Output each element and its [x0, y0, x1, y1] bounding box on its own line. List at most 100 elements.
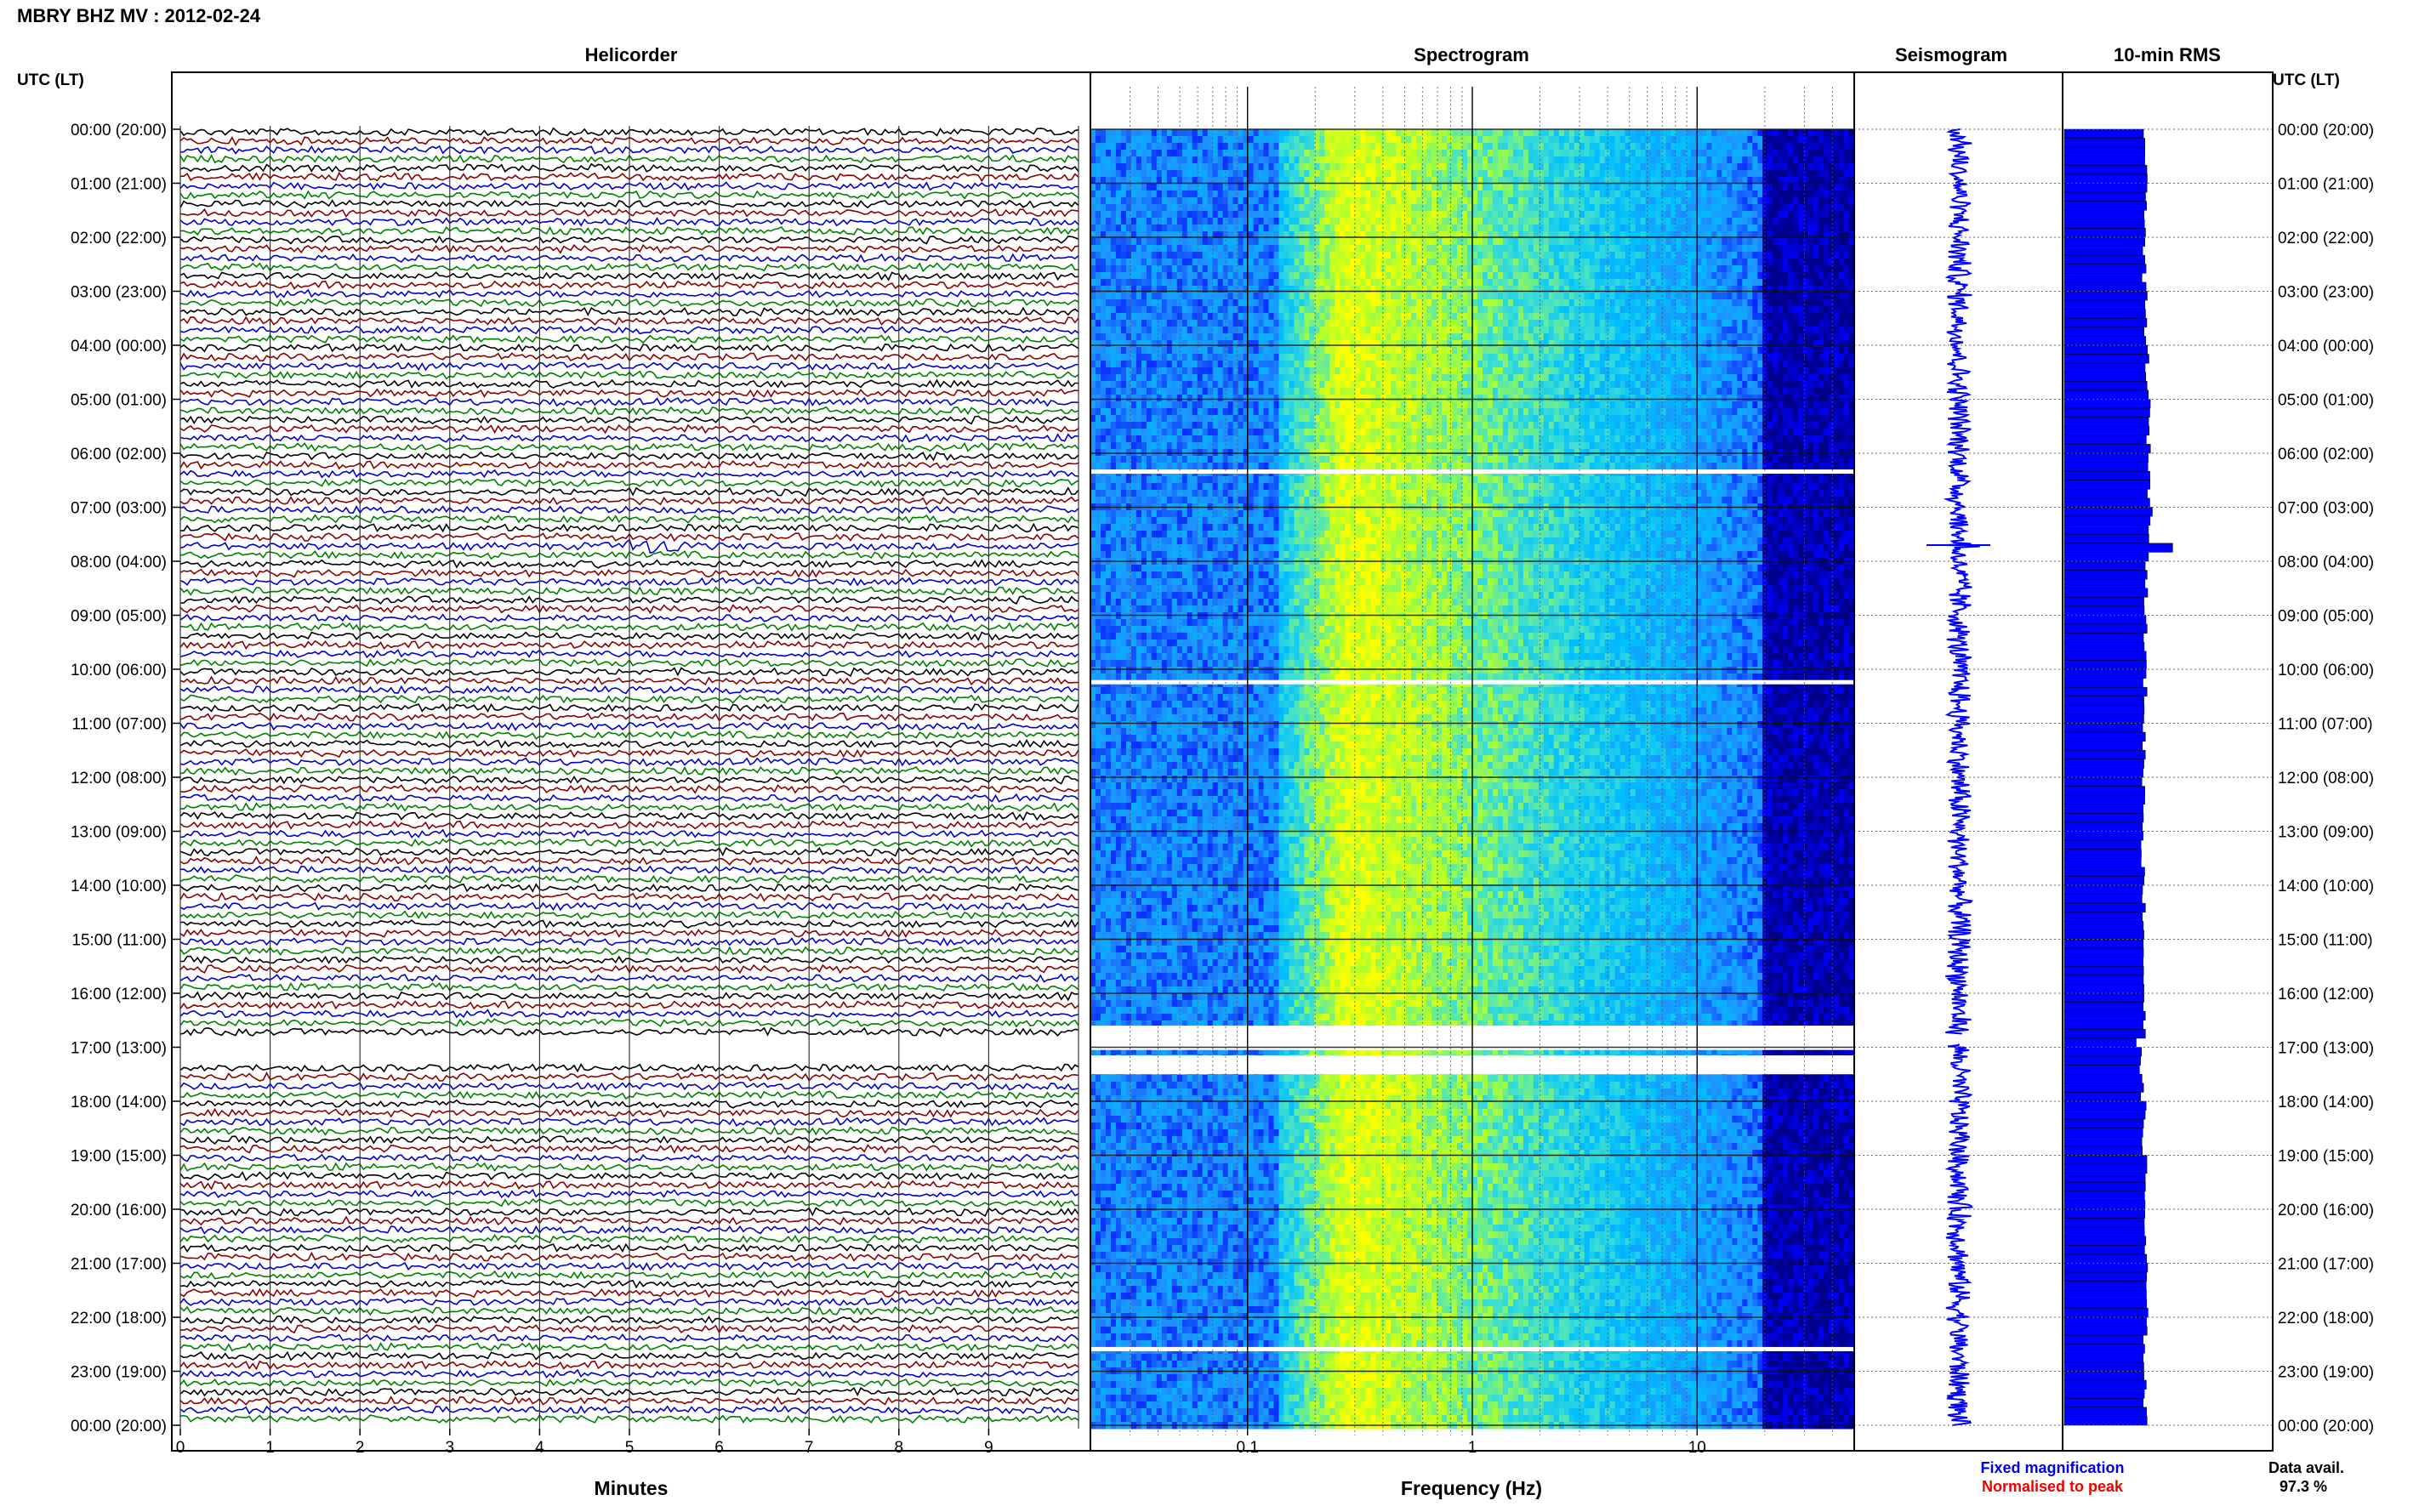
- spectrogram-cell: [1564, 136, 1570, 144]
- spectrogram-cell: [1462, 306, 1468, 314]
- spectrogram-cell: [1544, 156, 1550, 164]
- spectrogram-cell: [1631, 320, 1636, 327]
- spectrogram-cell: [1426, 327, 1432, 334]
- spectrogram-cell: [1564, 286, 1570, 293]
- spectrogram-cell: [1259, 265, 1265, 273]
- spectrogram-cell: [1656, 320, 1662, 327]
- spectrogram-cell: [1295, 333, 1301, 341]
- spectrogram-cell: [1834, 129, 1840, 137]
- spectrogram-cell: [1778, 252, 1784, 259]
- spectrogram-cell: [1590, 184, 1596, 191]
- spectrogram-cell: [1636, 313, 1642, 321]
- spectrogram-cell: [1192, 218, 1198, 225]
- spectrogram-cell: [1549, 340, 1555, 348]
- spectrogram-cell: [1452, 225, 1458, 232]
- spectrogram-cell: [1844, 184, 1850, 191]
- spectrogram-cell: [1101, 184, 1107, 191]
- spectrogram-cell: [1147, 320, 1153, 327]
- spectrogram-cell: [1539, 150, 1545, 157]
- spectrogram-cell: [1844, 293, 1850, 300]
- spectrogram-cell: [1452, 156, 1458, 164]
- spectrogram-cell: [1651, 279, 1657, 287]
- spectrogram-cell: [1111, 204, 1117, 212]
- spectrogram-cell: [1324, 156, 1330, 164]
- spectrogram-cell: [1711, 163, 1717, 171]
- spectrogram-cell: [1620, 197, 1626, 205]
- spectrogram-cell: [1742, 259, 1748, 266]
- spectrogram-cell: [1819, 129, 1824, 137]
- spectrogram-cell: [1483, 163, 1488, 171]
- spectrogram-cell: [1182, 313, 1188, 321]
- spectrogram-cell: [1329, 299, 1335, 307]
- spectrogram-cell: [1152, 204, 1158, 212]
- spectrogram-cell: [1264, 129, 1270, 137]
- spectrogram-cell: [1590, 163, 1596, 171]
- spectrogram-cell: [1483, 204, 1488, 212]
- spectrogram-cell: [1157, 299, 1163, 307]
- spectrogram-cell: [1793, 259, 1799, 266]
- spectrogram-cell: [1701, 252, 1707, 259]
- spectrogram-cell: [1788, 245, 1794, 253]
- spectrogram-cell: [1682, 197, 1688, 205]
- spectrogram-cell: [1819, 313, 1824, 321]
- spectrogram-cell: [1136, 156, 1142, 164]
- spectrogram-cell: [1289, 136, 1295, 144]
- spectrogram-cell: [1666, 150, 1672, 157]
- spectrogram-cell: [1192, 265, 1198, 273]
- spectrogram-cell: [1824, 252, 1830, 259]
- spectrogram-cell: [1534, 299, 1540, 307]
- spectrogram-cell: [1324, 293, 1330, 300]
- spectrogram-cell: [1559, 313, 1565, 321]
- spectrogram-cell: [1701, 313, 1707, 321]
- spectrogram-cell: [1488, 313, 1494, 321]
- spectrogram-cell: [1716, 170, 1722, 178]
- spectrogram-cell: [1121, 252, 1127, 259]
- spectrogram-cell: [1340, 259, 1346, 266]
- spectrogram-cell: [1727, 136, 1733, 144]
- spectrogram-cell: [1340, 143, 1346, 151]
- spectrogram-cell: [1121, 293, 1127, 300]
- spectrogram-cell: [1391, 272, 1397, 280]
- spectrogram-cell: [1411, 279, 1417, 287]
- spectrogram-cell: [1218, 150, 1224, 157]
- spectrogram-cell: [1813, 259, 1819, 266]
- spectrogram-cell: [1233, 306, 1239, 314]
- spectrogram-cell: [1116, 190, 1122, 198]
- spectrogram-cell: [1620, 143, 1626, 151]
- spectrogram-cell: [1559, 259, 1565, 266]
- spectrogram-cell: [1773, 279, 1779, 287]
- spectrogram-cell: [1264, 279, 1270, 287]
- spectrogram-cell: [1711, 238, 1717, 246]
- spectrogram-cell: [1706, 156, 1712, 164]
- spectrogram-cell: [1300, 129, 1306, 137]
- spectrogram-cell: [1737, 218, 1743, 225]
- spectrogram-cell: [1615, 286, 1621, 293]
- spectrogram-cell: [1365, 218, 1371, 225]
- spectrogram-cell: [1798, 279, 1804, 287]
- spectrogram-cell: [1309, 252, 1315, 259]
- spectrogram-cell: [1198, 163, 1204, 171]
- spectrogram-cell: [1431, 333, 1437, 341]
- spectrogram-cell: [1798, 204, 1804, 212]
- spectrogram-cell: [1631, 293, 1636, 300]
- spectrogram-cell: [1813, 150, 1819, 157]
- spectrogram-cell: [1340, 156, 1346, 164]
- spectrogram-cell: [1309, 204, 1315, 212]
- spectrogram-cell: [1116, 265, 1122, 273]
- spectrogram-cell: [1375, 211, 1381, 219]
- spectrogram-cell: [1401, 259, 1407, 266]
- spectrogram-cell: [1304, 163, 1310, 171]
- spectrogram-cell: [1534, 163, 1540, 171]
- spectrogram-cell: [1391, 129, 1397, 137]
- spectrogram-cell: [1228, 279, 1234, 287]
- spectrogram-cell: [1304, 197, 1310, 205]
- spectrogram-cell: [1528, 163, 1534, 171]
- spectrogram-cell: [1778, 313, 1784, 321]
- spectrogram-cell: [1370, 293, 1376, 300]
- spectrogram-cell: [1406, 211, 1412, 219]
- spectrogram-cell: [1778, 245, 1784, 253]
- spectrogram-cell: [1335, 225, 1340, 232]
- spectrogram-cell: [1274, 327, 1280, 334]
- spectrogram-cell: [1329, 204, 1335, 212]
- spectrogram-cell: [1503, 299, 1509, 307]
